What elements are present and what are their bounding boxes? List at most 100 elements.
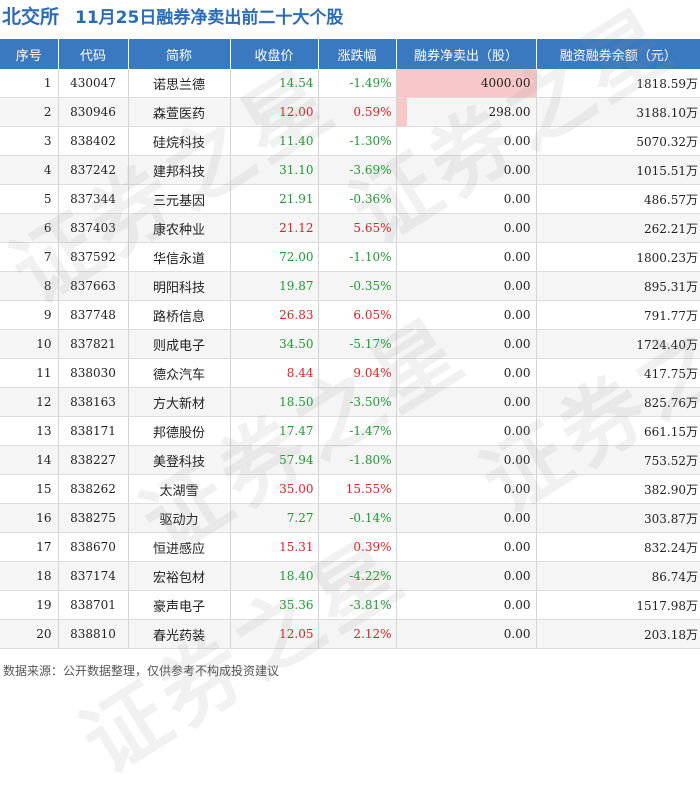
net-short-value: 0.00: [503, 511, 531, 525]
cell-name: 则成电子: [128, 329, 231, 359]
cell-balance: 661.15万: [536, 416, 700, 446]
title-bar: 北交所 11月25日融券净卖出前二十大个股: [0, 0, 700, 30]
cell-close: 34.50: [230, 329, 319, 359]
cell-change: 0.39%: [318, 532, 397, 562]
table-row: 6 837403 康农种业 21.12 5.65% 0.00 262.21万: [0, 213, 700, 243]
net-short-value: 4000.00: [480, 76, 531, 90]
cell-index: 7: [0, 242, 59, 272]
table-row: 4 837242 建邦科技 31.10 -3.69% 0.00 1015.51万: [0, 155, 700, 185]
cell-change: -1.10%: [318, 242, 397, 272]
cell-index: 6: [0, 213, 59, 243]
cell-close: 72.00: [230, 242, 319, 272]
page-title: 11月25日融券净卖出前二十大个股: [75, 7, 344, 28]
table-row: 9 837748 路桥信息 26.83 6.05% 0.00 791.77万: [0, 300, 700, 330]
cell-net-short: 0.00: [396, 155, 537, 185]
cell-code: 838402: [58, 126, 129, 156]
cell-index: 2: [0, 97, 59, 127]
cell-change: 6.05%: [318, 300, 397, 330]
cell-balance: 895.31万: [536, 271, 700, 301]
cell-change: 15.55%: [318, 474, 397, 504]
table-row: 19 838701 豪声电子 35.36 -3.81% 0.00 1517.98万: [0, 590, 700, 620]
table-row: 3 838402 硅烷科技 11.40 -1.30% 0.00 5070.32万: [0, 126, 700, 156]
cell-balance: 203.18万: [536, 619, 700, 649]
cell-net-short: 0.00: [396, 242, 537, 272]
table-row: 20 838810 春光药装 12.05 2.12% 0.00 203.18万: [0, 619, 700, 649]
cell-balance: 1517.98万: [536, 590, 700, 620]
cell-close: 11.40: [230, 126, 319, 156]
cell-change: 9.04%: [318, 358, 397, 388]
cell-change: -1.80%: [318, 445, 397, 475]
net-short-bar: [396, 69, 536, 97]
cell-balance: 86.74万: [536, 561, 700, 591]
cell-index: 20: [0, 619, 59, 649]
cell-close: 31.10: [230, 155, 319, 185]
cell-close: 21.12: [230, 213, 319, 243]
table-row: 2 830946 森萱医药 12.00 0.59% 298.00 3188.10万: [0, 97, 700, 127]
cell-code: 838163: [58, 387, 129, 417]
cell-index: 4: [0, 155, 59, 185]
cell-name: 德众汽车: [128, 358, 231, 388]
cell-code: 837592: [58, 242, 129, 272]
cell-net-short: 0.00: [396, 445, 537, 475]
cell-code: 838262: [58, 474, 129, 504]
cell-name: 硅烷科技: [128, 126, 231, 156]
cell-close: 14.54: [230, 69, 319, 98]
cell-balance: 382.90万: [536, 474, 700, 504]
cell-code: 838275: [58, 503, 129, 533]
cell-index: 13: [0, 416, 59, 446]
cell-net-short: 0.00: [396, 416, 537, 446]
table-row: 10 837821 则成电子 34.50 -5.17% 0.00 1724.40万: [0, 329, 700, 359]
cell-code: 838227: [58, 445, 129, 475]
net-short-value: 298.00: [488, 105, 531, 119]
column-header-close: 收盘价: [230, 39, 319, 69]
cell-close: 21.91: [230, 184, 319, 214]
cell-name: 驱动力: [128, 503, 231, 533]
net-short-value: 0.00: [503, 424, 531, 438]
cell-close: 12.00: [230, 97, 319, 127]
cell-balance: 832.24万: [536, 532, 700, 562]
column-header-net-short: 融券净卖出（股）: [396, 39, 537, 69]
cell-name: 美登科技: [128, 445, 231, 475]
cell-balance: 825.76万: [536, 387, 700, 417]
cell-code: 830946: [58, 97, 129, 127]
cell-code: 837242: [58, 155, 129, 185]
cell-code: 838171: [58, 416, 129, 446]
cell-net-short: 0.00: [396, 271, 537, 301]
net-short-value: 0.00: [503, 134, 531, 148]
cell-name: 方大新材: [128, 387, 231, 417]
net-short-value: 0.00: [503, 192, 531, 206]
cell-code: 837663: [58, 271, 129, 301]
margin-short-table: 序号 代码 简称 收盘价 涨跌幅 融券净卖出（股） 融资融券余额（元） 1 430…: [0, 39, 700, 649]
cell-index: 11: [0, 358, 59, 388]
column-header-balance: 融资融券余额（元）: [536, 39, 700, 69]
table-body: 1 430047 诺思兰德 14.54 -1.49% 4000.00 1818.59万 2 83…: [0, 69, 700, 649]
table-row: 12 838163 方大新材 18.50 -3.50% 0.00 825.76万: [0, 387, 700, 417]
cell-close: 15.31: [230, 532, 319, 562]
cell-net-short: 0.00: [396, 329, 537, 359]
cell-index: 16: [0, 503, 59, 533]
cell-index: 9: [0, 300, 59, 330]
cell-code: 430047: [58, 69, 129, 98]
table-row: 1 430047 诺思兰德 14.54 -1.49% 4000.00 1818.59万: [0, 69, 700, 98]
cell-balance: 417.75万: [536, 358, 700, 388]
column-header-code: 代码: [58, 39, 129, 69]
cell-net-short: 0.00: [396, 561, 537, 591]
cell-close: 35.00: [230, 474, 319, 504]
table-row: 14 838227 美登科技 57.94 -1.80% 0.00 753.52万: [0, 445, 700, 475]
cell-close: 57.94: [230, 445, 319, 475]
cell-index: 3: [0, 126, 59, 156]
cell-change: -0.36%: [318, 184, 397, 214]
table-row: 15 838262 太湖雪 35.00 15.55% 0.00 382.90万: [0, 474, 700, 504]
net-short-value: 0.00: [503, 337, 531, 351]
cell-close: 26.83: [230, 300, 319, 330]
cell-close: 35.36: [230, 590, 319, 620]
cell-index: 17: [0, 532, 59, 562]
cell-code: 838670: [58, 532, 129, 562]
cell-change: -3.50%: [318, 387, 397, 417]
net-short-value: 0.00: [503, 395, 531, 409]
cell-change: -4.22%: [318, 561, 397, 591]
cell-net-short: 0.00: [396, 387, 537, 417]
cell-name: 明阳科技: [128, 271, 231, 301]
table-row: 8 837663 明阳科技 19.87 -0.35% 0.00 895.31万: [0, 271, 700, 301]
column-header-name: 简称: [128, 39, 231, 69]
